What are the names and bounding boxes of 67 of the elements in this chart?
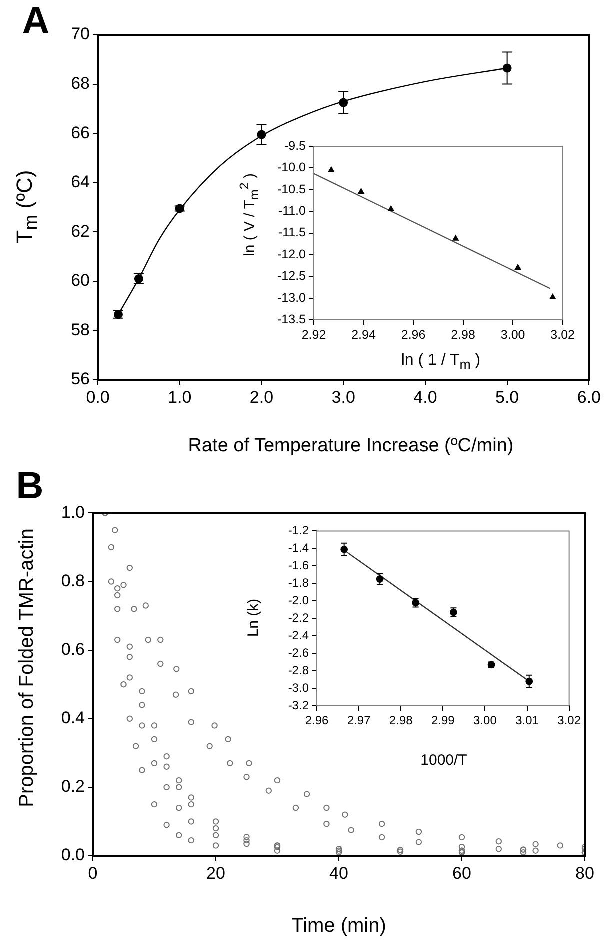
y-tick-label: -12.5	[278, 269, 306, 284]
x-tick-label: 2.99	[431, 714, 456, 728]
y-tick-label: -9.5	[284, 138, 306, 153]
y-tick-label: -10.0	[278, 160, 306, 175]
y-tick-label: -3.0	[288, 680, 310, 695]
text: A	[22, 0, 50, 44]
x-axis-title: ln ( 1 / T$_{m}$ )	[401, 350, 481, 374]
x-tick-label: 0	[88, 864, 98, 883]
y-tick-label: 0.8	[61, 571, 85, 590]
x-tick-label: 4.0	[414, 388, 438, 407]
x-tick-label: 20	[206, 864, 226, 883]
x-axis-title: Rate of Temperature Increase (ºC/min)	[188, 436, 514, 458]
x-tick-label: 2.98	[389, 714, 414, 728]
y-tick-label: 0.0	[61, 846, 85, 865]
x-tick-label: 1.0	[168, 388, 192, 407]
y-tick-label: 0.2	[61, 777, 85, 796]
y-tick-label: -2.4	[288, 628, 310, 642]
y-tick-label: 1.0	[61, 502, 85, 522]
y-tick-label: 60	[71, 271, 90, 290]
y-tick-label: -1.2	[288, 524, 310, 538]
y-tick-label: 68	[71, 74, 90, 93]
y-tick-label: -1.4	[288, 540, 310, 555]
x-tick-label: 2.92	[302, 328, 326, 342]
x-tick-label: 3.00	[500, 328, 526, 342]
y-tick-label: 64	[71, 172, 90, 192]
x-tick-label: 3.00	[474, 714, 498, 728]
x-tick-label: 3.01	[516, 714, 540, 728]
y-tick-label: -3.2	[288, 698, 310, 712]
y-tick-label: -11.5	[278, 226, 306, 240]
y-tick-label: -2.2	[288, 610, 310, 625]
y-axis-title: Proportion of Folded TMR-actin	[15, 528, 39, 808]
x-tick-label: 2.0	[250, 388, 274, 407]
x-tick-label: 6.0	[577, 388, 602, 407]
x-tick-label: 2.98	[451, 328, 476, 342]
x-axis-title: Time (min)	[292, 914, 386, 938]
y-tick-label: 0.4	[61, 708, 85, 728]
y-tick-label: -13.0	[278, 290, 306, 305]
y-tick-label: 62	[71, 222, 90, 241]
y-tick-label: -2.0	[288, 593, 310, 608]
y-tick-label: 66	[71, 123, 90, 142]
x-tick-label: 3.0	[332, 388, 356, 407]
y-tick-label: 58	[71, 320, 90, 340]
y-tick-label: 56	[71, 370, 90, 389]
y-tick-label: -1.6	[288, 558, 310, 572]
x-tick-label: 2.96	[305, 714, 329, 728]
y-tick-label: -2.6	[288, 646, 310, 660]
x-axis-title: 1000/T	[420, 752, 468, 770]
y-tick-label: -10.5	[278, 182, 306, 196]
x-tick-label: 3.02	[558, 714, 582, 728]
x-tick-label: 60	[452, 864, 472, 883]
y-tick-label: -2.8	[288, 663, 310, 678]
text: B	[16, 466, 44, 508]
y-tick-label: 0.6	[61, 640, 85, 660]
y-tick-label: -13.5	[278, 312, 306, 326]
x-tick-label: 3.02	[550, 328, 576, 342]
x-tick-label: 2.94	[352, 328, 376, 342]
x-tick-label: 2.96	[401, 328, 426, 342]
x-tick-label: 0.0	[86, 388, 110, 407]
x-tick-label: 2.97	[347, 714, 372, 728]
y-tick-label: -12.0	[278, 247, 306, 262]
y-axis-title: Ln (k)	[245, 598, 263, 638]
x-tick-label: 5.0	[496, 388, 520, 407]
y-tick-label: -1.8	[288, 576, 310, 590]
x-tick-label: 80	[576, 864, 594, 883]
x-tick-label: 40	[330, 864, 348, 883]
y-tick-label: 70	[71, 24, 90, 44]
y-tick-label: -11.0	[278, 204, 306, 218]
